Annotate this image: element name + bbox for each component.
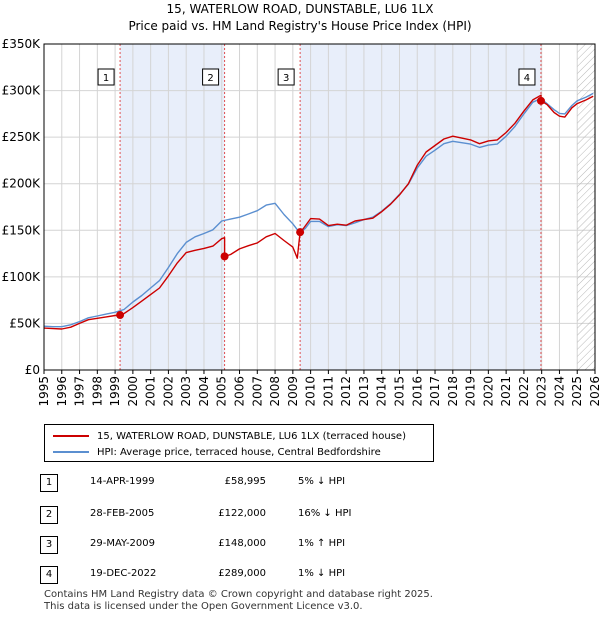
x-tick-label: 2009 [286, 376, 300, 407]
transaction-date: 19-DEC-2022 [90, 568, 157, 579]
x-tick-label: 1997 [73, 376, 87, 407]
x-tick-label: 1995 [37, 376, 51, 407]
shaded-period [120, 44, 225, 370]
x-tick-label: 2015 [392, 376, 406, 407]
property-series-line [43, 94, 594, 330]
transaction-badge: 4 [40, 566, 58, 584]
transaction-price: £289,000 [218, 568, 266, 579]
x-tick-label: 1998 [90, 376, 104, 407]
x-tick-label: 2010 [304, 376, 318, 407]
legend-item-hpi: HPI: Average price, terraced house, Cent… [53, 445, 381, 459]
x-tick-label: 2021 [499, 376, 513, 407]
x-tick-label: 2024 [552, 376, 566, 407]
x-tick-label: 2013 [357, 376, 371, 407]
y-tick-label: £0 [25, 363, 40, 377]
y-tick-label: £200K [2, 177, 42, 191]
x-tick-label: 2025 [570, 376, 584, 407]
y-tick-label: £150K [2, 223, 42, 237]
footer-licence: This data is licensed under the Open Gov… [44, 601, 363, 612]
transaction-hpi-diff: 5% ↓ HPI [298, 476, 346, 487]
x-tick-label: 2003 [179, 376, 193, 407]
legend-item-property: 15, WATERLOW ROAD, DUNSTABLE, LU6 1LX (t… [53, 429, 406, 443]
x-tick-label: 2008 [268, 376, 282, 407]
y-tick-label: £100K [2, 270, 42, 284]
sale-label: 1 [103, 73, 109, 84]
x-tick-label: 2018 [446, 376, 460, 407]
x-tick-label: 2019 [464, 376, 478, 407]
transaction-price: £122,000 [218, 508, 266, 519]
transaction-badge: 3 [40, 536, 58, 554]
sale-point [220, 252, 229, 261]
sale-label-box [202, 68, 220, 86]
x-tick-label: 2002 [161, 376, 175, 407]
sale-label-box [97, 68, 115, 86]
sale-label: 2 [207, 73, 213, 84]
x-tick-label: 2017 [428, 376, 442, 407]
transaction-hpi-diff: 1% ↓ HPI [298, 568, 346, 579]
x-tick-label: 2026 [588, 376, 600, 407]
legend-swatch-property [53, 435, 89, 437]
y-tick-label: £250K [2, 130, 42, 144]
sale-label: 3 [283, 73, 289, 84]
transaction-date: 28-FEB-2005 [90, 508, 155, 519]
x-tick-label: 2004 [197, 376, 211, 407]
price-chart: 1 2 3 4 £0 £50K £100K £150K £200K £250K £300K £350… [2, 37, 600, 407]
x-tick-label: 2007 [250, 376, 264, 407]
x-tick-label: 2011 [321, 376, 335, 407]
transaction-badge: 1 [40, 474, 58, 492]
x-tick-label: 2006 [233, 376, 247, 407]
y-tick-label: £300K [2, 84, 42, 98]
x-tick-label: 2022 [517, 376, 531, 407]
y-tick-label: £50K [9, 316, 41, 330]
sale-point [536, 96, 545, 105]
x-tick-label: 2005 [215, 376, 229, 407]
transaction-hpi-diff: 16% ↓ HPI [298, 508, 352, 519]
transaction-price: £148,000 [218, 538, 266, 549]
chart-subtitle: Price paid vs. HM Land Registry's House … [128, 19, 472, 33]
footer-copyright: Contains HM Land Registry data © Crown c… [44, 589, 433, 600]
legend-swatch-hpi [53, 451, 89, 453]
legend-label-property: 15, WATERLOW ROAD, DUNSTABLE, LU6 1LX (t… [97, 430, 406, 442]
transaction-hpi-diff: 1% ↑ HPI [298, 538, 346, 549]
x-tick-label: 2001 [144, 376, 158, 407]
sale-point [296, 228, 305, 237]
y-tick-label: £350K [2, 37, 42, 51]
transaction-price: £58,995 [224, 476, 266, 487]
transaction-date: 14-APR-1999 [90, 476, 155, 487]
transaction-badge: 2 [40, 506, 58, 524]
x-tick-label: 2012 [339, 376, 353, 407]
x-tick-label: 2014 [375, 376, 389, 407]
legend-label-hpi: HPI: Average price, terraced house, Cent… [97, 446, 381, 458]
x-tick-label: 2020 [481, 376, 495, 407]
x-tick-label: 2016 [410, 376, 424, 407]
sale-label: 4 [524, 73, 530, 84]
x-tick-label: 2000 [126, 376, 140, 407]
plot-frame [43, 43, 596, 371]
transaction-date: 29-MAY-2009 [90, 538, 156, 549]
hatched-region [577, 44, 595, 370]
x-tick-label: 2023 [535, 376, 549, 407]
sale-label-box [518, 68, 536, 86]
shaded-period [300, 44, 541, 370]
hpi-series-line [43, 92, 594, 328]
x-tick-label: 1996 [55, 376, 69, 407]
legend: 15, WATERLOW ROAD, DUNSTABLE, LU6 1LX (t… [44, 424, 434, 462]
sale-point [116, 311, 125, 320]
chart-title: 15, WATERLOW ROAD, DUNSTABLE, LU6 1LX [166, 2, 434, 16]
sale-label-box [277, 68, 295, 86]
x-tick-label: 1999 [108, 376, 122, 407]
